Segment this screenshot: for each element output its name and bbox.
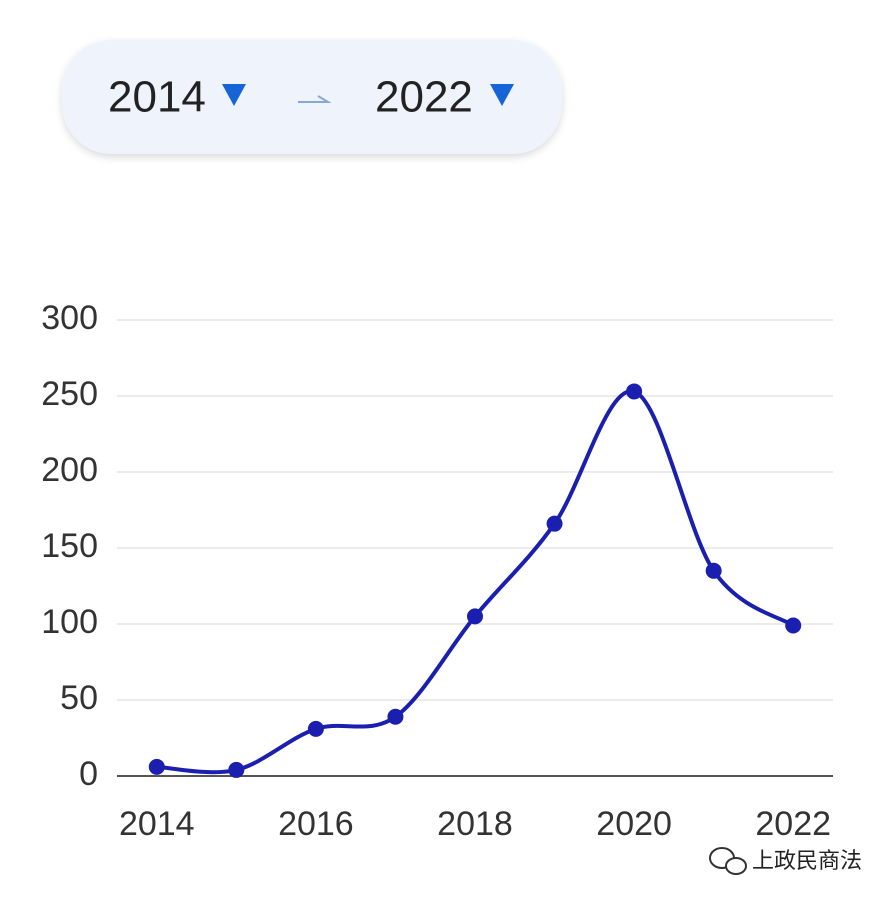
x-tick-label: 2018 (437, 805, 513, 843)
data-point (148, 758, 165, 775)
start-year[interactable]: 2014 (108, 73, 206, 122)
y-tick-label: 150 (41, 527, 98, 565)
data-point (626, 383, 643, 400)
y-tick-label: 250 (41, 375, 98, 413)
data-point (387, 708, 404, 725)
y-tick-label: 200 (41, 451, 98, 489)
line (156, 389, 795, 775)
data-point (705, 562, 722, 579)
x-tick-label: 2022 (755, 805, 831, 843)
selector-box (62, 40, 562, 154)
year-range-selector: 2014 2022 (62, 40, 562, 154)
watermark-text: 上政民商法 (752, 848, 862, 873)
y-tick-label: 0 (79, 755, 98, 793)
end-year[interactable]: 2022 (375, 73, 473, 122)
data-point (228, 761, 245, 778)
x-tick-label: 2016 (278, 805, 354, 843)
data-point (467, 608, 483, 625)
y-tick-label: 50 (60, 679, 98, 717)
line-chart: 0 50 100 150 200 250 300 2014 2016 2018 2020 2022 (41, 299, 833, 843)
y-tick-label: 100 (41, 603, 98, 641)
data-point (785, 617, 802, 634)
watermark: 上政民商法 (709, 847, 862, 875)
wechat-icon (725, 857, 747, 875)
start-dropdown-arrow[interactable] (222, 84, 246, 106)
range-arrow (298, 95, 332, 103)
end-dropdown-arrow[interactable] (490, 84, 514, 106)
data-point (307, 720, 324, 737)
x-tick-label: 2020 (596, 805, 672, 843)
data-point (546, 515, 563, 532)
x-tick-label: 2014 (119, 805, 195, 843)
y-tick-label: 300 (41, 299, 98, 337)
